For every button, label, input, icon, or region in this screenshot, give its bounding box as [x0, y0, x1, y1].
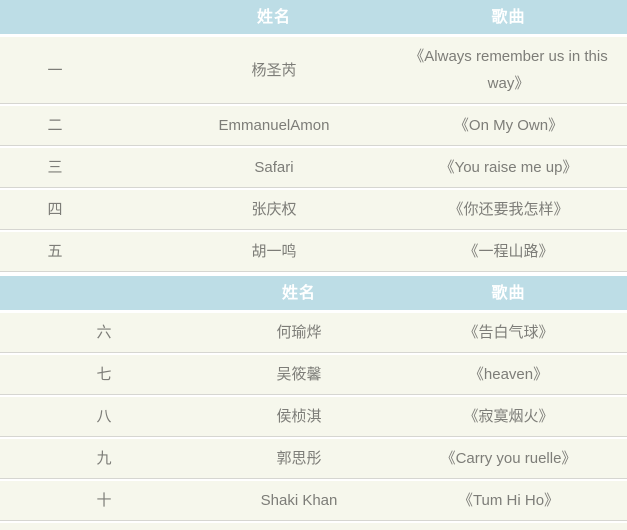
singer-name: 侯桢淇	[276, 408, 322, 425]
row-number: 二	[47, 117, 63, 134]
singer-name: 何瑜烨	[276, 324, 322, 341]
row-number: 三	[47, 159, 63, 176]
program-table-1: 姓名 歌曲 一 杨圣芮 《Always remember us in this …	[0, 0, 627, 272]
singer-name: EmmanuelAmon	[218, 117, 330, 134]
singer-name: Safari	[254, 159, 294, 176]
column-header-song: 歌曲	[491, 8, 526, 26]
song-title: 《You raise me up》	[439, 159, 578, 176]
table-row: 二 EmmanuelAmon 《On My Own》	[0, 106, 627, 146]
singer-name: 胡一鸣	[251, 243, 297, 260]
row-number: 五	[47, 243, 63, 260]
table-row: 八 侯桢淇 《寂寞烟火》	[0, 397, 627, 437]
row-number: 八	[96, 408, 112, 425]
song-title: 《你还要我怎样》	[448, 201, 569, 218]
song-title: 《Tum Hi Ho》	[457, 492, 560, 509]
singer-name: Shaki Khan	[260, 492, 338, 509]
table-row: 三 Safari 《You raise me up》	[0, 148, 627, 188]
program-table-2: 姓名 歌曲 六 何瑜烨 《告白气球》 七 吴筱馨 《heaven》 八 侯桢淇 …	[0, 276, 627, 530]
song-title: 《寂寞烟火》	[463, 408, 554, 425]
singer-name: 吴筱馨	[276, 366, 322, 383]
song-title: 《告白气球》	[463, 324, 554, 341]
song-title: 《一程山路》	[463, 243, 554, 260]
singer-name: 张庆权	[251, 201, 297, 218]
table-row: 六 何瑜烨 《告白气球》	[0, 313, 627, 353]
column-header-song: 歌曲	[491, 284, 526, 302]
column-header-name: 姓名	[256, 8, 291, 26]
table-row: 十 Shaki Khan 《Tum Hi Ho》	[0, 481, 627, 521]
row-number: 六	[96, 324, 112, 341]
partial-cutoff-row	[0, 523, 627, 530]
table-row: 一 杨圣芮 《Always remember us in this way》	[0, 37, 627, 104]
row-number: 九	[96, 450, 112, 467]
song-title: 《heaven》	[468, 366, 549, 383]
song-title: 《Carry you ruelle》	[440, 450, 577, 467]
table2-header-row: 姓名 歌曲	[0, 276, 627, 310]
table-row: 九 郭思彤 《Carry you ruelle》	[0, 439, 627, 479]
song-title: 《Always remember us in this way》	[409, 48, 608, 92]
song-title: 《On My Own》	[453, 117, 564, 134]
row-number: 四	[47, 201, 63, 218]
table-row: 七 吴筱馨 《heaven》	[0, 355, 627, 395]
table-row: 四 张庆权 《你还要我怎样》	[0, 190, 627, 230]
row-number: 七	[96, 366, 112, 383]
row-number: 十	[96, 492, 112, 509]
table1-header-row: 姓名 歌曲	[0, 0, 627, 34]
singer-name: 杨圣芮	[251, 61, 297, 79]
row-number: 一	[47, 61, 63, 79]
table-row: 五 胡一鸣 《一程山路》	[0, 232, 627, 272]
column-header-name: 姓名	[281, 284, 316, 302]
singer-name: 郭思彤	[276, 450, 322, 467]
